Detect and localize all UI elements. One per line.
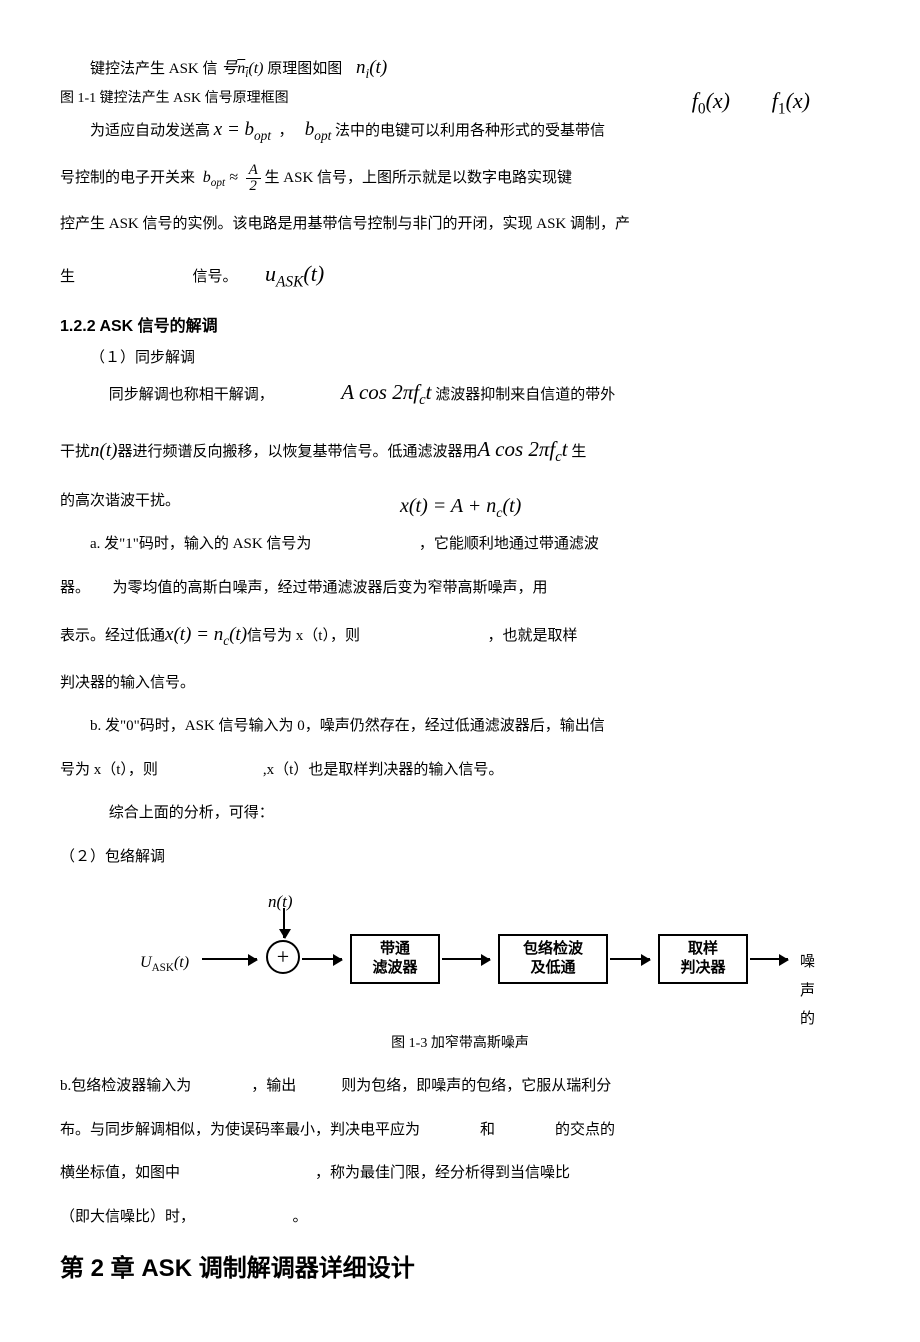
math-x-eq-bopt: x = bopt	[214, 119, 271, 140]
diagram-canvas: n(t) UASK(t) + 带通 滤波器 包络检波 及低通 取样 判决器 噪声…	[140, 886, 780, 1016]
text: 生	[568, 444, 587, 460]
para-sync-demod-2: 干扰n(t)器进行频谱反向搬移，以恢复基带信号。低通滤波器用A cos 2πfc…	[60, 430, 860, 472]
para-a-send1-3: 表示。经过低通x(t) = nc(t)信号为 x（t），则 ，也就是取样	[60, 617, 860, 653]
para-env-b-3: 横坐标值，如图中 ，称为最佳门限，经分析得到当信噪比	[60, 1159, 860, 1188]
para-env-b-2: 布。与同步解调相似，为使误码率最小，判决电平应为 和 的交点的	[60, 1116, 860, 1145]
text: ，	[275, 123, 301, 139]
text: 滤波器抑制来自信道的带外	[435, 387, 615, 403]
arrow-output	[750, 958, 788, 960]
text: 号控制的电子开关来	[60, 170, 195, 186]
math-xt-nc: x(t) = nc(t)	[165, 624, 247, 645]
summing-junction: +	[266, 940, 300, 974]
chapter-2-heading: 第 2 章 ASK 调制解调器详细设计	[60, 1246, 860, 1292]
math-Acos2: A cos 2πfct	[477, 437, 567, 461]
para-auto-send-3: 控产生 ASK 信号的实例。该电路是用基带信号控制与非门的开闭，实现 ASK 调…	[60, 210, 860, 239]
caption-text: 图 1-1 键控法产生 ASK 信号原理框图	[60, 91, 289, 106]
math-bopt-approx: bopt ≈	[199, 169, 242, 186]
text: 同步解调也称相干解调，	[109, 387, 274, 403]
frac-den: 2	[246, 179, 261, 194]
envelope-demod-diagram: n(t) UASK(t) + 带通 滤波器 包络检波 及低通 取样 判决器 噪声…	[60, 886, 860, 1027]
math-u-ask-t: uASK(t)	[265, 261, 324, 286]
output-side-text: 噪声的	[800, 948, 815, 1034]
arrow-in-sum	[202, 958, 257, 960]
text: 的高次谐波干扰。	[60, 493, 180, 509]
text: 生 ASK 信号，上图所示就是以数字电路实现键	[265, 170, 573, 186]
box-label: 带通 滤波器	[372, 940, 417, 978]
frac-num: A	[246, 163, 261, 179]
text: 综合上面的分析，可得：	[109, 805, 274, 821]
noise-input-label: n(t)	[268, 886, 293, 918]
para-envelope-num: （２）包络解调	[60, 843, 860, 872]
math-ni-t-2: ni(t)	[356, 57, 387, 78]
text: 信号。	[193, 269, 238, 285]
para-b-send0-2: 号为 x（t），则 ,x（t）也是取样判决器的输入信号。	[60, 756, 860, 785]
envelope-detector-box: 包络检波 及低通	[498, 934, 608, 984]
para-sync-demod-1: 同步解调也称相干解调， A cos 2πfct 滤波器抑制来自信道的带外	[60, 373, 860, 415]
para-auto-send-4: 生 信号。 uASK(t)	[60, 253, 860, 297]
para-env-b-1: b.包络检波器输入为 ，输出 则为包络，即噪声的包络，它服从瑞利分	[60, 1072, 860, 1101]
text: 干扰	[60, 444, 90, 460]
section-1-2-2-heading: 1.2.2 ASK 信号的解调	[60, 312, 860, 342]
text: a. 发"1"码时，输入的 ASK 信号为	[90, 536, 311, 552]
box-label: 取样 判决器	[680, 940, 725, 978]
math-ni-t-1: 号ni(t)	[221, 60, 263, 77]
math-Acos1: A cos 2πfct	[341, 380, 431, 404]
text: 表示。经过低通	[60, 628, 165, 644]
para-summary: 综合上面的分析，可得：	[60, 799, 860, 828]
sampling-decision-box: 取样 判决器	[658, 934, 748, 984]
figure-1-1-caption: 图 1-1 键控法产生 ASK 信号原理框图 f0(x) f1(x)	[60, 86, 860, 112]
text: 为适应自动发送高	[90, 123, 210, 139]
bandpass-filter-box: 带通 滤波器	[350, 934, 440, 984]
arrow-box1-box2	[442, 958, 490, 960]
math-frac-A-2: A2	[246, 163, 261, 194]
para-auto-send: 为适应自动发送高 x = bopt ， bopt 法中的电键可以利用各种形式的受…	[60, 112, 860, 148]
math-xt-A-nc: x(t) = A + nc(t)	[400, 487, 521, 528]
para-auto-send-2: 号控制的电子开关来 bopt ≈ A2 生 ASK 信号，上图所示就是以数字电路…	[60, 163, 860, 194]
text: 键控法产生 ASK 信	[90, 61, 218, 77]
text: 信号为 x（t），则	[247, 628, 360, 644]
math-f0x: f0(x)	[692, 80, 730, 124]
figure-1-3-caption: 图 1-3 加窄带高斯噪声	[60, 1031, 860, 1058]
line-keying-method: 键控法产生 ASK 信 号ni(t) 原理图如图 ni(t)	[60, 50, 860, 86]
para-sync-demod-num: （１）同步解调	[60, 344, 860, 373]
para-a-send1-1: a. 发"1"码时，输入的 ASK 信号为 ，它能顺利地通过带通滤波	[60, 530, 860, 559]
text: 法中的电键可以利用各种形式的受基带信	[335, 123, 605, 139]
box-label: 包络检波 及低通	[523, 940, 583, 978]
text: 生	[60, 269, 75, 285]
para-a-send1-4: 判决器的输入信号。	[60, 669, 860, 698]
para-sync-demod-3: 的高次谐波干扰。 x(t) = A + nc(t)	[60, 487, 860, 516]
arrow-sum-box1	[302, 958, 342, 960]
text: ，它能顺利地通过带通滤波	[419, 536, 599, 552]
math-f1x: f1(x)	[772, 80, 810, 124]
para-b-send0-1: b. 发"0"码时，ASK 信号输入为 0，噪声仍然存在，经过低通滤波器后，输出…	[60, 712, 860, 741]
arrow-noise-down	[283, 908, 285, 938]
math-bopt: bopt	[305, 119, 332, 140]
math-nt: n(t)	[90, 440, 117, 461]
arrow-box2-box3	[610, 958, 650, 960]
input-label: UASK(t)	[140, 948, 189, 979]
para-a-send1-2: 器。 为零均值的高斯白噪声，经过带通滤波器后变为窄带高斯噪声，用	[60, 574, 860, 603]
text: ，也就是取样	[487, 628, 577, 644]
text: 原理图如图	[267, 61, 342, 77]
para-env-b-4: （即大信噪比）时， 。	[60, 1203, 860, 1232]
text: 器进行频谱反向搬移，以恢复基带信号。低通滤波器用	[117, 444, 477, 460]
